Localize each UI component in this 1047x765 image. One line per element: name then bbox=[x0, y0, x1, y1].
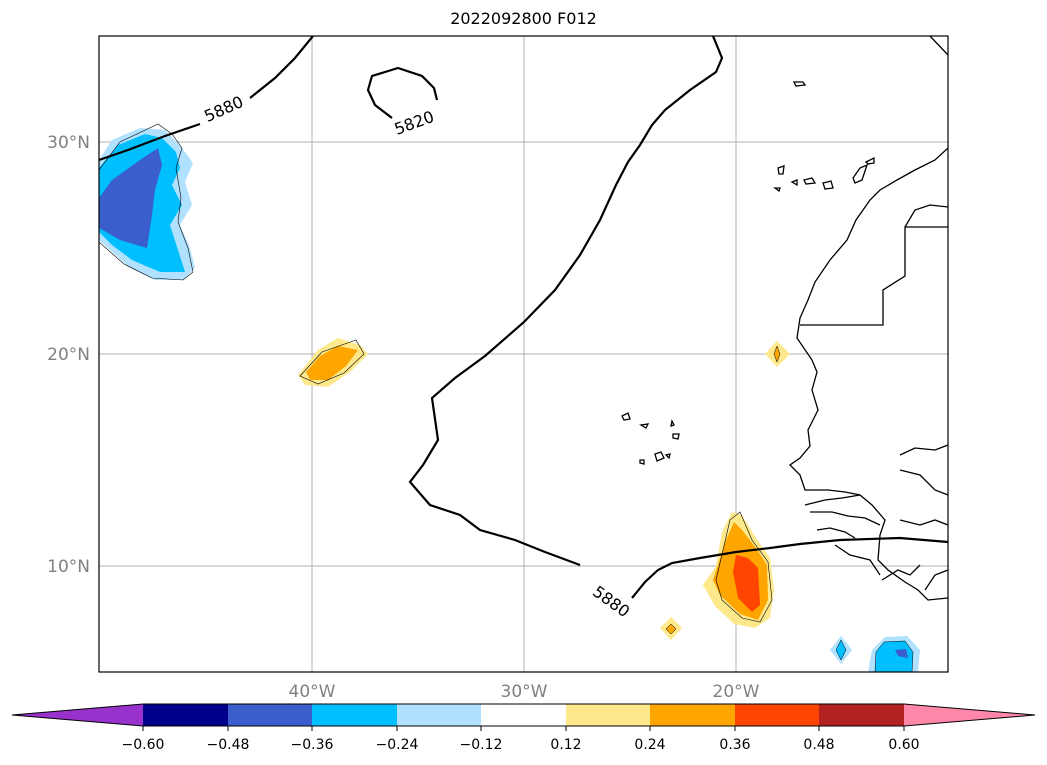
lat-label-10n: 10°N bbox=[47, 557, 90, 577]
colorbar-swatch bbox=[312, 704, 397, 726]
colorbar-tick-label: −0.48 bbox=[207, 737, 250, 753]
colorbar-tick-label: 0.60 bbox=[888, 737, 919, 753]
colorbar-swatch bbox=[228, 704, 312, 726]
colorbar-swatch bbox=[143, 704, 228, 726]
colorbar-tick-label: 0.48 bbox=[803, 737, 834, 753]
geopotential-contours bbox=[99, 36, 948, 599]
colorbar-swatch bbox=[566, 704, 650, 726]
colorbar-extend-high bbox=[904, 704, 1035, 726]
contour-label-5880-north: 5880 bbox=[201, 92, 246, 126]
negative-anomaly-nw bbox=[99, 123, 195, 281]
lat-label-30n: 30°N bbox=[47, 133, 90, 153]
lat-label-20n: 20°N bbox=[47, 345, 90, 365]
colorbar-tick-label: 0.12 bbox=[550, 737, 581, 753]
positive-anomaly-south bbox=[660, 341, 790, 640]
lon-label-30w: 30°W bbox=[501, 682, 548, 702]
colorbar-tick-label: 0.24 bbox=[634, 737, 665, 753]
colorbar-tick-label: 0.36 bbox=[719, 737, 750, 753]
lon-label-40w: 40°W bbox=[289, 682, 336, 702]
colorbar-tick-label: −0.12 bbox=[460, 737, 503, 753]
positive-anomaly-mid bbox=[298, 338, 368, 387]
colorbar-swatch bbox=[650, 704, 735, 726]
colorbar-swatch bbox=[397, 704, 481, 726]
contour-label-5880-south: 5880 bbox=[589, 582, 633, 621]
map-area bbox=[99, 36, 948, 672]
lon-label-20w: 20°W bbox=[713, 682, 760, 702]
colorbar-swatch bbox=[481, 704, 566, 726]
colorbar-swatch bbox=[819, 704, 904, 726]
negative-anomaly-se bbox=[830, 636, 920, 672]
contour-label-5820: 5820 bbox=[392, 107, 437, 139]
map-frame bbox=[98, 35, 949, 673]
colorbar: −0.60 −0.48 −0.36 −0.24 −0.12 0.12 0.24 … bbox=[11, 703, 1036, 753]
colorbar-extend-low bbox=[12, 704, 143, 726]
colorbar-tick-label: −0.36 bbox=[291, 737, 334, 753]
map-title: 2022092800 F012 bbox=[450, 9, 597, 28]
colorbar-tick-label: −0.60 bbox=[122, 737, 165, 753]
colorbar-tick-label: −0.24 bbox=[376, 737, 419, 753]
coastlines bbox=[621, 36, 948, 601]
gridlines bbox=[99, 36, 948, 672]
colorbar-swatch bbox=[735, 704, 819, 726]
